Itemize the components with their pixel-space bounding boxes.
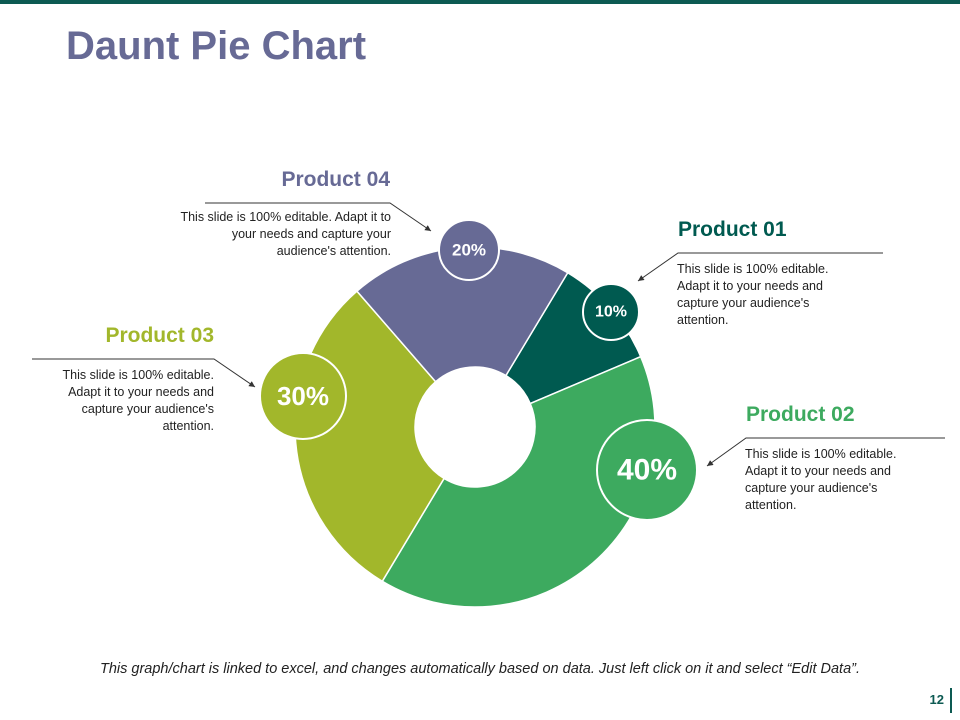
product-description: This slide is 100% editable. Adapt it to… [745,447,897,512]
slide-title: Daunt Pie Chart [66,24,367,68]
product-title: Product 01 [678,218,787,241]
product-description: This slide is 100% editable. Adapt it to… [180,210,391,258]
donut: 10% 40% 30% 20% [259,219,698,608]
value-label: 30% [277,381,329,411]
value-label: 40% [617,454,677,487]
product-title: Product 03 [105,324,214,347]
page-number: 12 [929,692,944,707]
top-bar [0,0,960,4]
product-description: This slide is 100% editable. Adapt it to… [677,262,829,327]
callout-lines [32,202,945,467]
value-badge [582,283,640,341]
donut-segment [355,246,569,383]
value-label: 20% [452,241,486,260]
product-title: Product 02 [746,403,855,426]
value-badge [438,219,500,281]
product-description: This slide is 100% editable. Adapt it to… [62,368,214,433]
product-title: Product 04 [281,168,390,191]
value-badge [259,352,347,440]
value-label: 10% [595,304,627,321]
footer-note: This graph/chart is linked to excel, and… [99,661,861,677]
value-badge [596,419,698,521]
